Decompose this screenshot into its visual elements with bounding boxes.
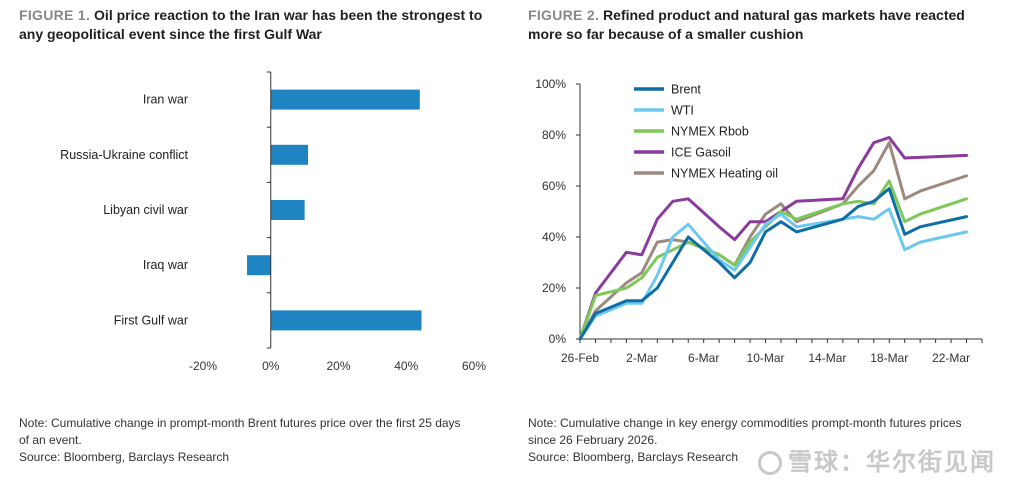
y-tick-label: 20%: [542, 281, 566, 295]
series-line-nymex-heating-oil: [578, 141, 968, 341]
x-tick-label: 6-Mar: [688, 351, 719, 365]
x-tick-label: 0%: [262, 359, 280, 373]
legend-label-ice-gasoil: ICE Gasoil: [671, 146, 731, 160]
snowball-logo-icon: [758, 451, 782, 475]
bar-first-gulf-war: [270, 310, 422, 331]
x-tick-label: 60%: [462, 359, 486, 373]
legend-label-nymex-heating-oil: NYMEX Heating oil: [671, 167, 778, 181]
bar-iraq-war: [247, 255, 271, 276]
series-line-nymex-rbob: [578, 179, 968, 341]
y-tick-label: 100%: [535, 77, 566, 91]
x-tick-label: 14-Mar: [808, 351, 846, 365]
y-tick-label: 80%: [542, 128, 566, 142]
category-label-iran-war: Iran war: [143, 93, 188, 107]
category-label-iraq-war: Iraq war: [143, 258, 188, 272]
y-tick-label: 0%: [549, 332, 567, 346]
x-tick-label: 2-Mar: [626, 351, 657, 365]
x-tick-label: 18-Mar: [870, 351, 908, 365]
x-tick-label: 20%: [326, 359, 350, 373]
x-tick-label: 40%: [394, 359, 418, 373]
figure1-label: FIGURE 1.: [19, 7, 91, 23]
figure2-label: FIGURE 2.: [528, 7, 600, 23]
category-label-russia-ukraine-conflict: Russia-Ukraine conflict: [60, 148, 188, 162]
bar-iran-war: [270, 89, 420, 110]
series-line-ice-gasoil: [578, 136, 968, 341]
figure2-title-line2: more so far because of a smaller cushion: [528, 26, 804, 42]
x-tick-label: -20%: [189, 359, 217, 373]
category-label-first-gulf-war: First Gulf war: [114, 313, 188, 327]
bar-russia-ukraine-conflict: [270, 144, 309, 165]
figure1-title-line2: any geopolitical event since the first G…: [19, 26, 322, 42]
figure1-source: Source: Bloomberg, Barclays Research: [19, 450, 230, 464]
category-label-libyan-civil-war: Libyan civil war: [103, 203, 188, 217]
figure1-title: FIGURE 1. Oil price reaction to the Iran…: [19, 6, 509, 44]
series-line-brent: [578, 187, 968, 341]
figure2-title-line1: Refined product and natural gas markets …: [603, 7, 965, 23]
figure1-note: Note: Cumulative change in prompt-month …: [19, 415, 509, 466]
y-tick-label: 60%: [542, 179, 566, 193]
figure2-note-line1: Note: Cumulative change in key energy co…: [528, 416, 962, 430]
watermark-text: 雪球：华尔街见闻: [788, 449, 996, 476]
figure1-note-line2: of an event.: [19, 433, 82, 447]
bar-libyan-civil-war: [270, 200, 305, 220]
figure1-title-line1: Oil price reaction to the Iran war has b…: [94, 7, 483, 23]
figure2-note: Note: Cumulative change in key energy co…: [528, 415, 1018, 466]
y-tick-label: 40%: [542, 230, 566, 244]
x-tick-label: 26-Feb: [561, 351, 599, 365]
figure2-source: Source: Bloomberg, Barclays Research: [528, 450, 739, 464]
figure2-title: FIGURE 2. Refined product and natural ga…: [528, 6, 1008, 44]
legend-label-brent: Brent: [671, 83, 701, 97]
legend-label-wti: WTI: [671, 104, 694, 118]
figure2-note-line2: since 26 February 2026.: [528, 433, 658, 447]
legend-label-nymex-rbob: NYMEX Rbob: [671, 125, 749, 139]
watermark: 雪球：华尔街见闻: [758, 442, 996, 477]
x-tick-label: 22-Mar: [932, 351, 970, 365]
x-tick-label: 10-Mar: [747, 351, 785, 365]
figure1-note-line1: Note: Cumulative change in prompt-month …: [19, 416, 461, 430]
